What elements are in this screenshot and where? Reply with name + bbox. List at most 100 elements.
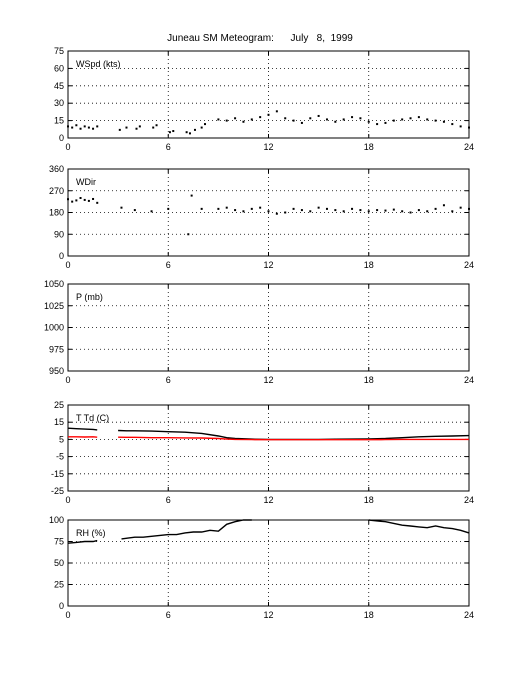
panel-1-series-1-point (275, 110, 278, 113)
panel-4-xtick-label: 12 (263, 495, 273, 505)
panel-1-series-1-point (75, 124, 78, 127)
panel-3-xtick-label: 18 (364, 375, 374, 385)
panel-1-ytick-label: 60 (54, 63, 64, 73)
panel-1-series-1-point (259, 116, 262, 119)
panel-2-series-1-point (67, 198, 69, 201)
panel-1-series-1-point (401, 118, 404, 121)
panel-1-series-1-point (284, 117, 287, 120)
panel-1-series-1-point (309, 117, 312, 120)
panel-1-series-1-point (376, 123, 379, 126)
panel-1-series-1-point (367, 120, 370, 123)
panel-2-series-1-point (325, 207, 328, 210)
panel-1-xtick-label: 18 (364, 142, 374, 152)
panel-2-series-1-point (217, 207, 220, 210)
panel-2-series-1-point (376, 209, 379, 212)
panel-1-series-1-point (459, 125, 462, 128)
panel-2-series-1-point (83, 198, 86, 201)
panel-2-series-1-point (259, 206, 262, 209)
panel-1-series-1-point (267, 113, 270, 116)
panel-2-ytick-label: 360 (49, 164, 64, 174)
panel-1-series-1-point (67, 125, 69, 128)
panel-1-series-1-point (138, 125, 141, 128)
panel-2-series-1-point (367, 210, 370, 213)
panel-2-series-1-point (75, 199, 78, 202)
panel-1-series-1-point (225, 119, 228, 122)
panel-1-series-1-point (384, 121, 387, 124)
panel-2-series-1-point (401, 210, 404, 213)
panel-2-series-1-point (242, 210, 245, 213)
chart-title: Juneau SM Meteogram: July 8, 1999 (167, 33, 353, 44)
panel-1-series-1-point (359, 117, 362, 120)
panel-3-ytick-label: 975 (49, 344, 64, 354)
panel-1-series-1-point (79, 127, 82, 130)
panel-3-ytick-label: 1050 (44, 279, 64, 289)
panel-1-series-1-point (155, 124, 158, 127)
panel-2-series-1-point (300, 209, 303, 212)
panel-5-ytick-label: 25 (54, 580, 64, 590)
panel-2-xtick-label: 18 (364, 260, 374, 270)
panel-1-series-1-point (292, 119, 295, 122)
panel-1-series-1-point (92, 127, 95, 130)
panel-1-label: WSpd (kts) (76, 59, 121, 69)
panel-1-series-1-point (451, 123, 454, 126)
panel-3-xtick-label: 24 (464, 375, 474, 385)
panel-1-series-1-point (200, 126, 203, 129)
panel-2-series-1-point (167, 207, 170, 210)
panel-5-series-1-line (67, 539, 98, 544)
panel-2-xtick-label: 0 (65, 260, 70, 270)
panel-5-ytick-label: 75 (54, 537, 64, 547)
panel-2-series-1-point (451, 210, 454, 213)
panel-1-series-1-point (118, 128, 121, 131)
panel-2-ytick-label: 90 (54, 229, 64, 239)
panel-2-series-1-point (351, 207, 354, 210)
panel-1-series-1-point (234, 117, 237, 120)
panel-2-series-1-point (200, 207, 203, 210)
panel-2-series-1-point (250, 207, 253, 210)
panel-1-ytick-label: 0 (59, 133, 64, 143)
panel-5-label: RH (%) (76, 528, 106, 538)
panel-1-series-1-point (342, 118, 345, 121)
panel-2-xtick-label: 12 (263, 260, 273, 270)
panel-5-ytick-label: 100 (49, 515, 64, 525)
panel-3-label: P (mb) (76, 292, 103, 302)
panel-2-series-1-point (442, 204, 445, 207)
panel-1-series-1-point (250, 118, 253, 121)
panel-1-xtick-label: 6 (166, 142, 171, 152)
panel-4-label: T Td (C) (76, 413, 109, 423)
panel-5-xtick-label: 0 (65, 610, 70, 620)
panel-1-ytick-label: 30 (54, 98, 64, 108)
panel-4-series-2-line (118, 436, 469, 441)
panel-5-ytick-label: 50 (54, 558, 64, 568)
panel-1-series-1-point (87, 126, 90, 129)
panel-4-xtick-label: 24 (464, 495, 474, 505)
panel-1-series-1-point (193, 128, 196, 131)
panel-1-series-1-point (351, 116, 354, 119)
panel-4-xtick-label: 0 (65, 495, 70, 505)
panel-4-xtick-label: 6 (166, 495, 171, 505)
panel-1-ytick-label: 15 (54, 116, 64, 126)
panel-4-ytick-label: -25 (51, 486, 64, 496)
panel-2-ytick-label: 180 (49, 208, 64, 218)
panel-3-xtick-label: 6 (166, 375, 171, 385)
panel-1-series-1-point (96, 125, 99, 128)
panel-1-ytick-label: 75 (54, 46, 64, 56)
panel-3-ytick-label: 1000 (44, 323, 64, 333)
panel-1-series-1-point (185, 131, 188, 134)
panel-2-xtick-label: 6 (166, 260, 171, 270)
panel-4-ytick-label: 25 (54, 400, 64, 410)
panel-2-series-1-point (459, 206, 462, 209)
panel-2-series-1-point (79, 197, 82, 199)
panel-1-series-1-point (325, 118, 328, 121)
panel-2-ytick-label: 270 (49, 186, 64, 196)
panel-1-series-1-point (242, 120, 245, 123)
panel-4-ytick-label: 15 (54, 417, 64, 427)
panel-2-series-1-point (342, 210, 345, 213)
panel-1-series-1-point (83, 125, 86, 128)
panel-1-series-1-point (317, 114, 320, 117)
panel-2-series-1-point (384, 209, 387, 212)
panel-1-series-1-point (434, 119, 437, 122)
panel-5-xtick-label: 18 (364, 610, 374, 620)
panel-4-ytick-label: 5 (59, 434, 64, 444)
panel-2-series-1-point (409, 211, 412, 214)
